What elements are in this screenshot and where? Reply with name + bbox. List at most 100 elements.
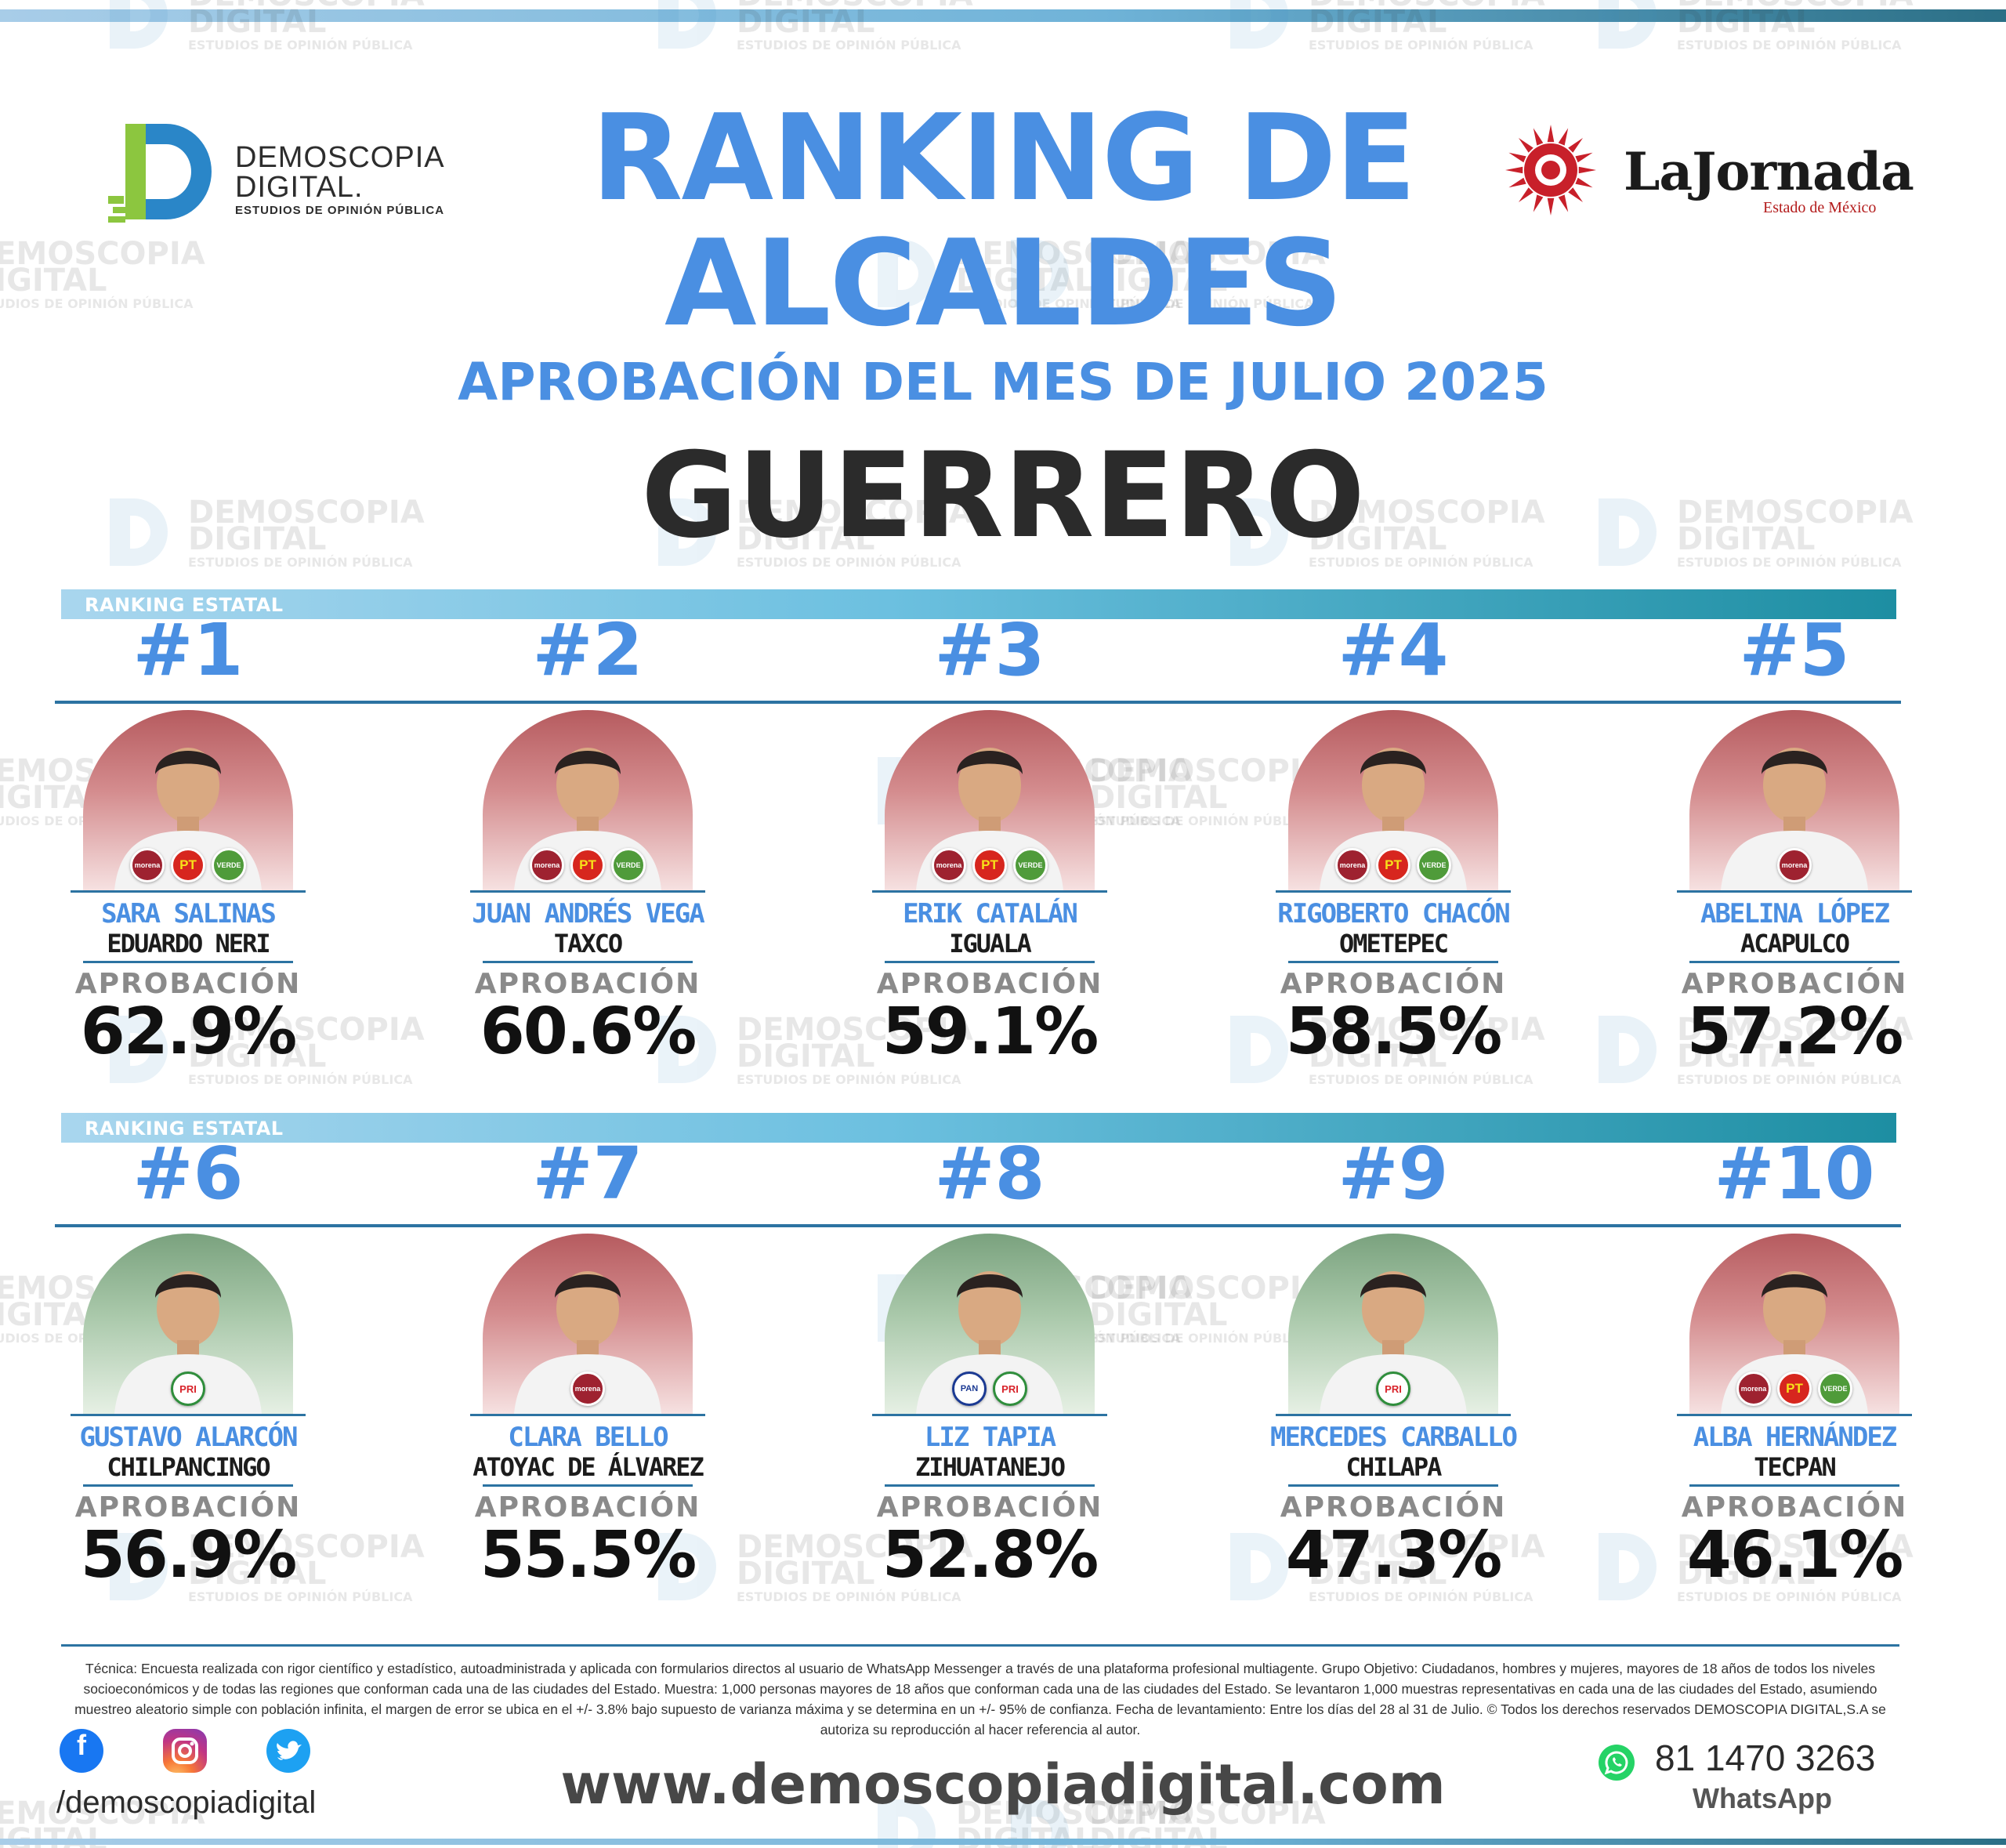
city-underline xyxy=(885,1484,1095,1487)
mayor-photo: morena xyxy=(1689,710,1899,890)
whatsapp-icon[interactable] xyxy=(1599,1745,1635,1781)
photo-underline xyxy=(1276,1414,1511,1416)
city-underline xyxy=(83,961,293,963)
mayor-name: GUSTAVO ALARCÓN xyxy=(0,1420,392,1455)
rank-number: #4 xyxy=(1189,611,1597,690)
party-badge-morena: morena xyxy=(530,848,564,882)
phone-number[interactable]: 81 1470 3263 xyxy=(1655,1737,1875,1779)
mayor-name: ALBA HERNÁNDEZ xyxy=(1591,1420,1998,1455)
photo-underline xyxy=(1677,1414,1912,1416)
watermark-text: ESTUDIOS DE OPINIÓN PÚBLICA xyxy=(1677,1072,1901,1087)
photo-underline xyxy=(1677,890,1912,893)
footer-divider xyxy=(61,1644,1899,1647)
party-badge-pt: PT xyxy=(1376,848,1410,882)
mayor-card: #8 PAN PRI LIZ TAPIA ZIHUATANEJO APROBACIÓN 5… xyxy=(786,1135,1193,1589)
photo-underline xyxy=(872,1414,1107,1416)
party-badge-pt: PT xyxy=(1777,1372,1812,1406)
mayor-name: ABELINA LÓPEZ xyxy=(1591,897,1998,931)
approval-value: 56.9% xyxy=(0,1520,392,1591)
state-name: GUERRERO xyxy=(0,429,2006,563)
mayor-card: #7 morena CLARA BELLO ATOYAC DE ÁLVAREZ APR… xyxy=(384,1135,791,1589)
party-badge-pan: PAN xyxy=(952,1372,987,1406)
city-underline xyxy=(1689,1484,1899,1487)
watermark-mark-icon xyxy=(658,0,716,49)
party-badge-verde: VERDE xyxy=(1818,1372,1852,1406)
person-silhouette-icon xyxy=(885,1234,1095,1414)
city-underline xyxy=(483,1484,693,1487)
party-badge-verde: VERDE xyxy=(1013,848,1048,882)
page-title-line2: ALCALDES xyxy=(0,221,2006,346)
city-underline xyxy=(1689,961,1899,963)
party-badge-morena: morena xyxy=(932,848,966,882)
approval-value: 55.5% xyxy=(384,1520,791,1591)
mayor-photo: morena PT VERDE xyxy=(83,710,293,890)
mayor-photo: morena PT VERDE xyxy=(1689,1234,1899,1414)
methodology-note: Técnica: Encuesta realizada con rigor ci… xyxy=(61,1658,1899,1740)
mayor-photo: morena PT VERDE xyxy=(1288,710,1498,890)
approval-value: 46.1% xyxy=(1591,1520,1998,1591)
party-badge-pt: PT xyxy=(171,848,205,882)
municipality-name: TECPAN xyxy=(1591,1451,1998,1483)
watermark-mark-icon xyxy=(1599,0,1657,49)
rank-number: #8 xyxy=(786,1135,1193,1213)
mayor-card: #3 morena PT VERDE ERIK CATALÁN IGUALA APROBA… xyxy=(786,611,1193,1066)
city-underline xyxy=(483,961,693,963)
party-badge-verde: VERDE xyxy=(1417,848,1451,882)
watermark-text: ESTUDIOS DE OPINIÓN PÚBLICA xyxy=(1309,1072,1533,1087)
mayor-photo: PRI xyxy=(1288,1234,1498,1414)
municipality-name: ZIHUATANEJO xyxy=(786,1451,1193,1483)
watermark-text: ESTUDIOS DE OPINIÓN PÚBLICA xyxy=(1677,38,1901,53)
rank-number: #9 xyxy=(1189,1135,1597,1213)
mayor-card: #9 PRI MERCEDES CARBALLO CHILAPA APROBACIÓN… xyxy=(1189,1135,1597,1589)
watermark-text: ESTUDIOS DE OPINIÓN PÚBLICA xyxy=(737,1072,961,1087)
whatsapp-contact: 81 1470 3263 WhatsApp xyxy=(1591,1737,1920,1823)
photo-underline xyxy=(872,890,1107,893)
mayor-card: #5 morena ABELINA LÓPEZ ACAPULCO APROBACIÓN… xyxy=(1591,611,1998,1066)
photo-underline xyxy=(71,890,306,893)
photo-underline xyxy=(71,1414,306,1416)
approval-value: 62.9% xyxy=(0,997,392,1067)
whatsapp-label: WhatsApp xyxy=(1693,1782,1832,1815)
party-badge-morena: morena xyxy=(130,848,165,882)
party-badge-morena: morena xyxy=(1777,848,1812,882)
party-badge-morena: morena xyxy=(1736,1372,1771,1406)
mayor-photo: morena PT VERDE xyxy=(483,710,693,890)
mayor-card: #1 morena PT VERDE SARA SALINAS EDUARDO NERI… xyxy=(0,611,392,1066)
party-badge-morena: morena xyxy=(570,1372,605,1406)
approval-value: 59.1% xyxy=(786,997,1193,1067)
watermark-text: ESTUDIOS DE OPINIÓN PÚBLICA xyxy=(1309,38,1533,53)
photo-underline xyxy=(1276,890,1511,893)
photo-underline xyxy=(470,890,705,893)
municipality-name: EDUARDO NERI xyxy=(0,928,392,959)
municipality-name: ACAPULCO xyxy=(1591,928,1998,959)
rank-number: #1 xyxy=(0,611,392,690)
municipality-name: ATOYAC DE ÁLVAREZ xyxy=(384,1451,791,1483)
rank-number: #5 xyxy=(1591,611,1998,690)
municipality-name: CHILPANCINGO xyxy=(0,1451,392,1483)
mayor-photo: PAN PRI xyxy=(885,1234,1095,1414)
mayor-photo: PRI xyxy=(83,1234,293,1414)
mayor-card: #4 morena PT VERDE RIGOBERTO CHACÓN OMETEPEC… xyxy=(1189,611,1597,1066)
city-underline xyxy=(1288,1484,1498,1487)
approval-value: 47.3% xyxy=(1189,1520,1597,1591)
page-title-line1: RANKING DE xyxy=(0,96,2006,221)
photo-underline xyxy=(470,1414,705,1416)
approval-value: 60.6% xyxy=(384,997,791,1067)
watermark-text: ESTUDIOS DE OPINIÓN PÚBLICA xyxy=(188,38,412,53)
mayor-name: LIZ TAPIA xyxy=(786,1420,1193,1455)
watermark-mark-icon xyxy=(110,0,168,49)
rank-number: #7 xyxy=(384,1135,791,1213)
approval-value: 52.8% xyxy=(786,1520,1193,1591)
party-badge-pt: PT xyxy=(570,848,605,882)
mayor-name: SARA SALINAS xyxy=(0,897,392,931)
city-underline xyxy=(83,1484,293,1487)
municipality-name: IGUALA xyxy=(786,928,1193,959)
approval-value: 58.5% xyxy=(1189,997,1597,1067)
mayor-card: #6 PRI GUSTAVO ALARCÓN CHILPANCINGO APROBAC… xyxy=(0,1135,392,1589)
bottom-accent-bar xyxy=(0,1839,2006,1845)
party-badge-pri: PRI xyxy=(1376,1372,1410,1406)
mayor-name: RIGOBERTO CHACÓN xyxy=(1189,897,1597,931)
rank-number: #6 xyxy=(0,1135,392,1213)
mayor-photo: morena PT VERDE xyxy=(885,710,1095,890)
party-badge-pri: PRI xyxy=(171,1372,205,1406)
